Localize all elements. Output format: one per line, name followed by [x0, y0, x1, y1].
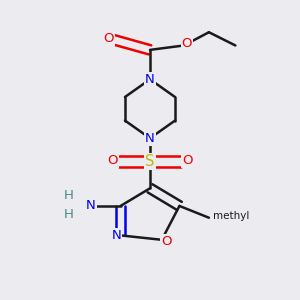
Text: N: N	[145, 132, 155, 145]
Text: N: N	[111, 229, 121, 242]
Text: N: N	[86, 200, 96, 212]
Text: O: O	[182, 154, 193, 167]
Text: S: S	[145, 154, 155, 169]
Text: O: O	[103, 32, 114, 45]
Text: H: H	[64, 208, 74, 221]
Text: N: N	[145, 73, 155, 86]
Text: O: O	[107, 154, 118, 167]
Text: O: O	[182, 37, 192, 50]
Text: methyl: methyl	[213, 211, 250, 221]
Text: O: O	[161, 235, 171, 248]
Text: H: H	[64, 189, 74, 202]
